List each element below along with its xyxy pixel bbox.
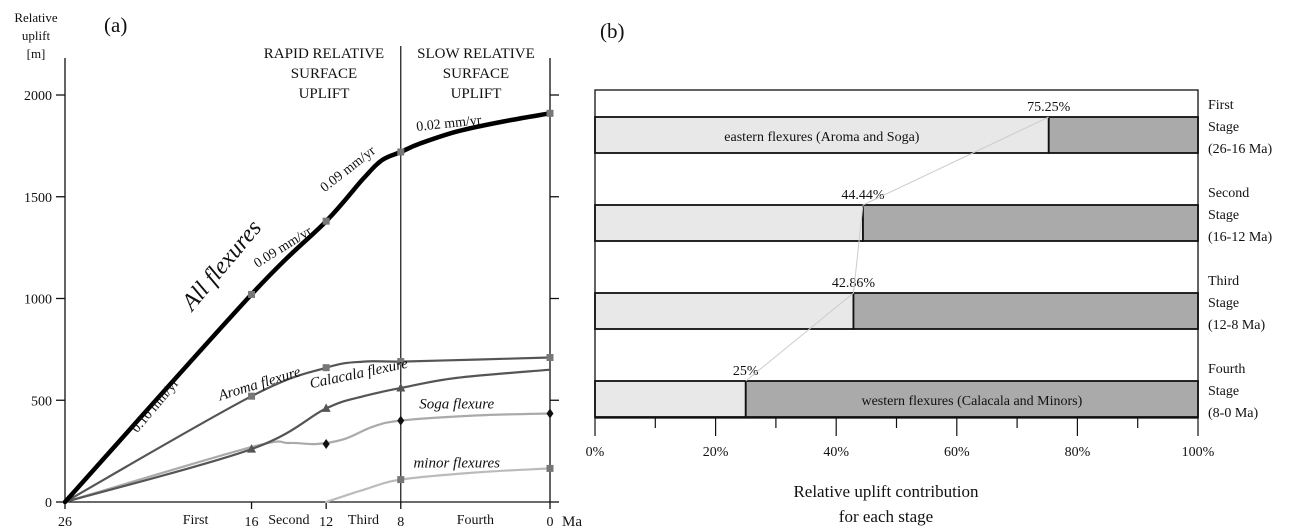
- x-axis-label-line-2: for each stage: [839, 507, 933, 526]
- x-tick-label: 80%: [1065, 445, 1091, 460]
- data-point-diamond: [397, 415, 405, 426]
- bar-western: [744, 380, 1199, 418]
- y-tick-label: 1500: [24, 191, 52, 206]
- x-tick-label: 8: [397, 515, 404, 530]
- category-label: Fourth: [1208, 362, 1245, 377]
- category-label: Second: [1208, 186, 1249, 201]
- stage-label: Second: [268, 513, 309, 528]
- data-point-square: [546, 109, 554, 117]
- category-label: Stage: [1208, 208, 1239, 223]
- panel-b-label: (b): [600, 19, 625, 43]
- stage-label: Fourth: [457, 513, 494, 528]
- bar-western: [852, 292, 1199, 330]
- value-label: 25%: [733, 364, 759, 379]
- y-tick-label: 2000: [24, 89, 52, 104]
- x-tick-label: 0: [547, 515, 554, 530]
- value-label: 42.86%: [832, 276, 876, 291]
- stage-label: First: [183, 513, 209, 528]
- y-tick-label: 500: [31, 394, 52, 409]
- stage-label: Third: [348, 513, 379, 528]
- series-label: Soga flexure: [419, 396, 494, 412]
- x-tick-label: 40%: [823, 445, 849, 460]
- panel-b-bars: 75.25% First Stage (26-16 Ma) 44.44% Second St…: [586, 89, 1272, 460]
- data-point-square: [397, 358, 405, 366]
- category-label: (26-16 Ma): [1208, 142, 1272, 157]
- data-point-triangle: [247, 444, 257, 453]
- bar-eastern: [594, 204, 864, 242]
- y-tick-label: 0: [45, 496, 52, 511]
- series-label: minor flexures: [413, 455, 500, 471]
- panel-a-label: (a): [104, 13, 127, 37]
- x-tick-label: 26: [58, 515, 72, 530]
- data-point-square: [397, 476, 405, 484]
- y-tick-label: 1000: [24, 293, 52, 308]
- series-line: [62, 111, 553, 505]
- bar-eastern: [594, 116, 1050, 154]
- category-label: First: [1208, 98, 1234, 113]
- phase-slow-line-3: UPLIFT: [451, 86, 502, 102]
- series-line: [325, 467, 552, 504]
- rate-label: 0.02 mm/yr: [416, 113, 483, 135]
- phase-rapid-line-1: RAPID RELATIVE: [264, 46, 384, 62]
- trend-connector: [745, 116, 1049, 382]
- value-label: 44.44%: [841, 188, 885, 203]
- data-point-diamond: [546, 408, 554, 419]
- data-point-square: [397, 148, 405, 156]
- y-axis-label-line-3: [m]: [27, 46, 46, 61]
- bar-eastern: [594, 292, 855, 330]
- series-label: All flexures: [176, 215, 267, 317]
- data-point-square: [248, 290, 256, 298]
- rate-label: 0.10 mm/yr: [129, 376, 183, 436]
- y-axis-label-line-1: Relative: [14, 10, 58, 25]
- series-line: [63, 368, 552, 504]
- data-point-square: [322, 217, 330, 225]
- category-label: Stage: [1208, 296, 1239, 311]
- category-label: (12-8 Ma): [1208, 318, 1265, 333]
- series-line: [63, 412, 552, 504]
- x-tick-label: 20%: [703, 445, 729, 460]
- x-tick-label: 16: [245, 515, 259, 530]
- phase-rapid-line-2: SURFACE: [291, 66, 357, 82]
- x-axis-label-line-1: Relative uplift contribution: [793, 482, 979, 501]
- x-axis-unit: Ma: [562, 514, 582, 530]
- category-label: Third: [1208, 274, 1239, 289]
- eastern-bar-label: eastern flexures (Aroma and Soga): [724, 130, 919, 145]
- bar-western: [1047, 116, 1199, 154]
- x-tick-label: 60%: [944, 445, 970, 460]
- data-point-square: [546, 354, 554, 362]
- data-point-square: [248, 392, 256, 400]
- category-label: Stage: [1208, 120, 1239, 135]
- data-point-diamond: [322, 439, 330, 450]
- phase-slow-line-1: SLOW RELATIVE: [417, 46, 535, 62]
- bar-western: [862, 204, 1199, 242]
- phase-rapid-line-3: UPLIFT: [299, 86, 350, 102]
- panel-a-axes: 0 500 1000 1500 2000 26 16 12 8 0 First Second Third…: [24, 46, 559, 530]
- panel-b-contribution-chart: (b) 75.25% First Stage (26-16 Ma) 44.44% Seco…: [586, 19, 1273, 526]
- bar-eastern: [594, 380, 747, 418]
- y-axis-label-line-2: uplift: [22, 28, 51, 43]
- data-point-square: [322, 364, 330, 372]
- series-line: [63, 356, 552, 504]
- data-point-triangle: [321, 403, 331, 412]
- panel-a-uplift-chart: (a) Relative uplift [m] RAPID RELATIVE S…: [14, 10, 582, 530]
- series-label: Aroma flexure: [216, 364, 303, 405]
- panel-a-series: [62, 109, 554, 505]
- category-label: (16-12 Ma): [1208, 230, 1272, 245]
- category-label: (8-0 Ma): [1208, 406, 1258, 421]
- x-tick-label: 0%: [586, 445, 605, 460]
- x-tick-label: 100%: [1182, 445, 1215, 460]
- x-tick-label: 12: [319, 515, 333, 530]
- western-bar-label: western flexures (Calacala and Minors): [861, 394, 1082, 409]
- data-point-triangle: [396, 383, 406, 392]
- data-point-square: [546, 464, 554, 472]
- phase-slow-line-2: SURFACE: [443, 66, 509, 82]
- category-label: Stage: [1208, 384, 1239, 399]
- value-label: 75.25%: [1027, 100, 1071, 115]
